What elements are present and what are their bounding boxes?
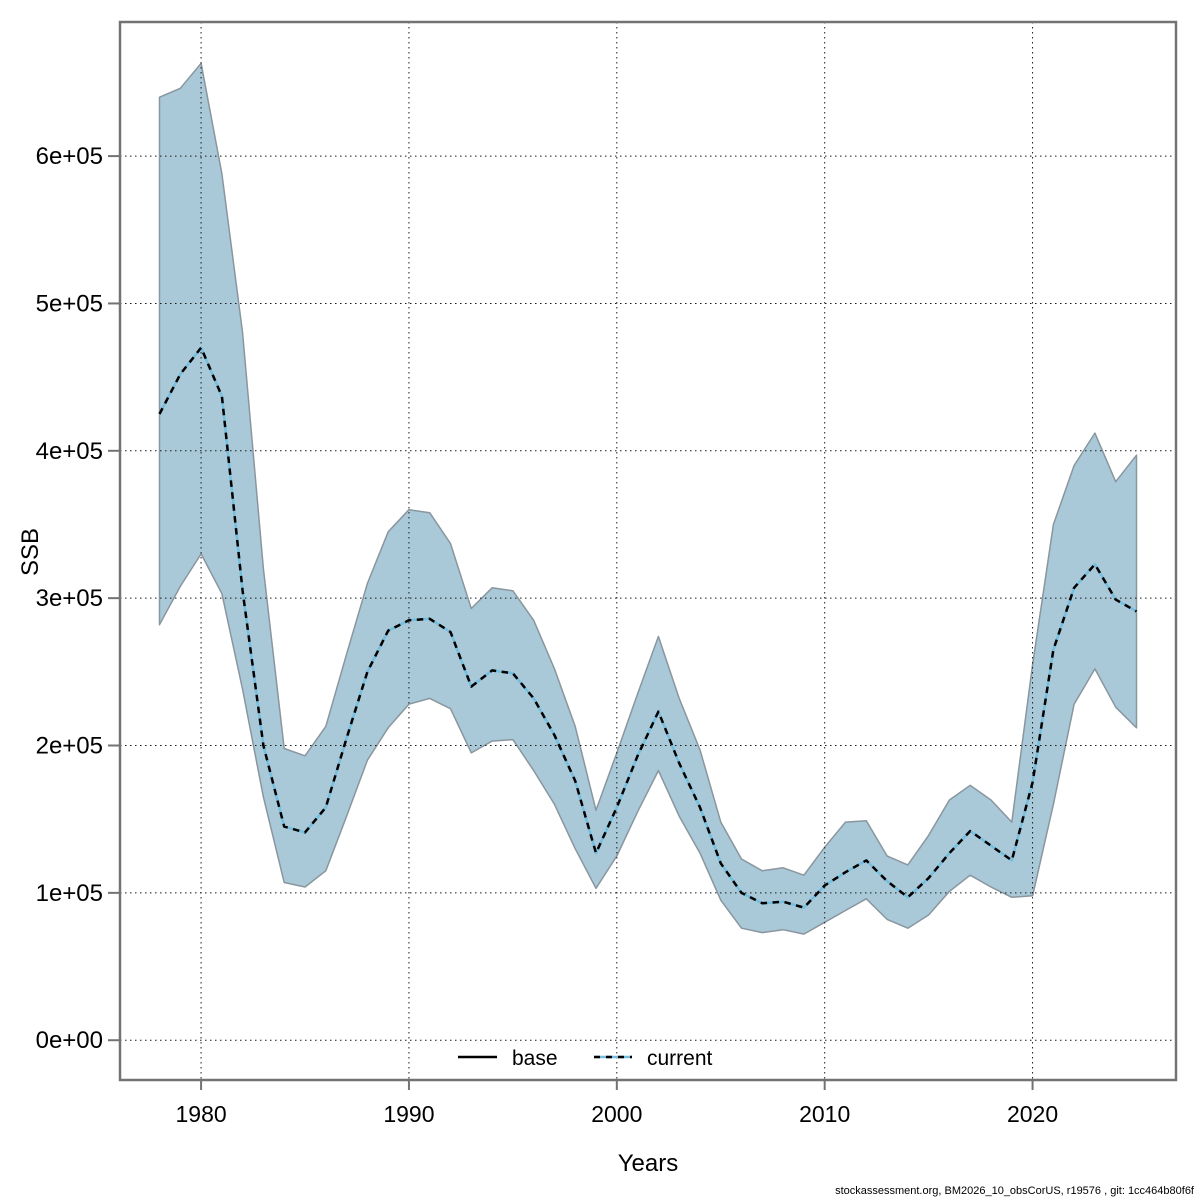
x-tick-label: 2010	[799, 1101, 850, 1127]
legend-base-label: base	[512, 1047, 558, 1070]
y-tick-label: 1e+05	[36, 880, 103, 907]
confidence-ribbon	[158, 62, 1138, 935]
x-tick-label: 1980	[175, 1101, 226, 1127]
x-axis-title: Years	[618, 1150, 679, 1177]
current-line-dashed	[158, 346, 1138, 909]
y-tick-label: 6e+05	[36, 143, 103, 170]
plot-border	[118, 20, 1178, 1082]
gridline-layer	[120, 22, 1176, 1080]
series-line-layer	[158, 346, 1138, 909]
y-tick-label: 0e+00	[36, 1027, 103, 1054]
legend-current-label: current	[647, 1047, 713, 1070]
y-tick-label: 3e+05	[36, 585, 103, 612]
footer-attribution: stockassessment.org, BM2026_10_obsCorUS,…	[835, 1185, 1195, 1197]
y-tick-label: 2e+05	[36, 733, 103, 760]
confidence-ribbon-layer	[158, 62, 1138, 935]
axis-tick-layer: 1980 1990 2000 2010 2020 0e+00 1e+05 2e+05 3e+05…	[36, 143, 1059, 1127]
y-axis-title: SSB	[17, 528, 44, 576]
y-tick-label: 4e+05	[36, 438, 103, 465]
x-tick-label: 1990	[383, 1101, 434, 1127]
y-tick-label: 5e+05	[36, 290, 103, 317]
x-tick-label: 2000	[591, 1101, 642, 1127]
legend: base current	[458, 1047, 713, 1070]
x-tick-label: 2020	[1007, 1101, 1058, 1127]
